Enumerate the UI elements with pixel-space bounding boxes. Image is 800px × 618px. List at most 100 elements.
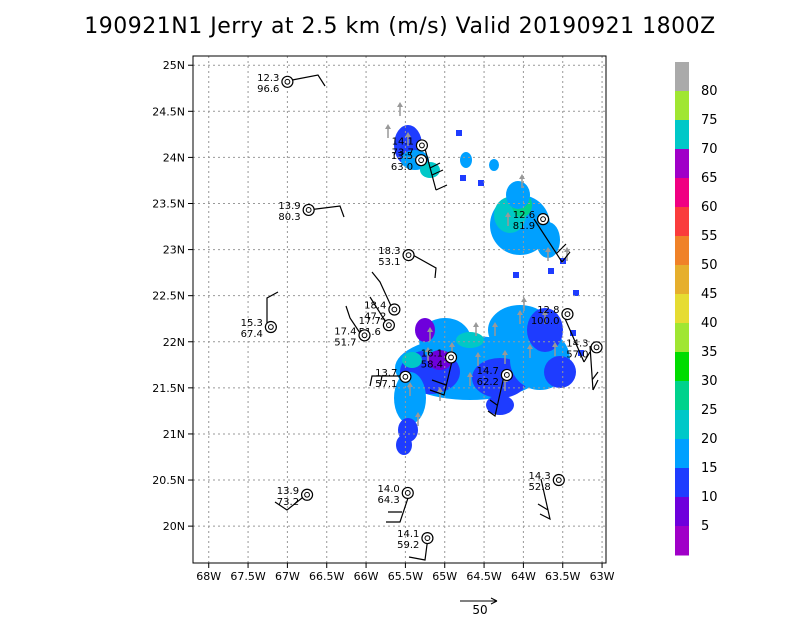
dropsonde-pressure: 53.1 (378, 257, 400, 268)
shading-pixel (513, 272, 519, 278)
dropsonde-circle (300, 488, 314, 501)
dropsonde-pressure: 81.9 (513, 221, 535, 232)
colorbar-label: 70 (701, 142, 718, 157)
colorbar-label: 55 (701, 229, 718, 244)
colorbar-segment (675, 91, 689, 121)
flight-level-arrowhead (492, 322, 498, 327)
y-tick-label: 23N (163, 244, 185, 257)
dropsonde-center (267, 324, 274, 330)
dropsonde-pressure: 63.0 (391, 162, 413, 173)
dropsonde-circle (415, 139, 429, 152)
y-tick-label: 24.5N (152, 105, 185, 118)
dropsonde-speed: 17.4 (334, 326, 356, 337)
dropsonde-speed: 12.8 (537, 305, 559, 316)
shading-cell (402, 352, 422, 368)
colorbar-segment (675, 468, 689, 498)
dropsonde-center (555, 477, 562, 483)
colorbar-label: 65 (701, 171, 718, 186)
shading-cell (396, 435, 412, 455)
reference-vector-label: 50 (472, 603, 487, 617)
dropsonde-center (448, 354, 454, 361)
wind-barb (533, 218, 571, 263)
dropsonde-speed: 17.7 (359, 316, 381, 327)
dropsonde-circle (264, 320, 277, 334)
colorbar-label: 80 (701, 84, 718, 99)
y-tick-label: 22.5N (152, 290, 185, 303)
dropsonde-speed: 14.0 (377, 484, 399, 495)
colorbar-segment (675, 381, 689, 411)
colorbar-segment (675, 410, 689, 440)
flight-level-arrowhead (552, 342, 558, 347)
colorbar-segment (675, 149, 689, 179)
dropsonde-center (404, 490, 411, 496)
flight-level-arrowhead (437, 387, 443, 392)
x-tick-label: 67W (275, 570, 300, 583)
y-tick-label: 21N (163, 428, 185, 441)
colorbar-label: 50 (701, 258, 718, 273)
y-tick-label: 22N (163, 336, 185, 349)
flight-level-arrowhead (397, 102, 403, 107)
colorbar-label: 25 (701, 403, 718, 418)
wind-barb (371, 271, 393, 309)
reference-vector: 50 (460, 597, 498, 617)
wind-barb (369, 375, 410, 387)
x-tick-label: 65.5W (388, 570, 423, 583)
flight-level-arrowhead (542, 310, 548, 315)
dropsonde-speed: 14.3 (529, 471, 551, 482)
wind-barb (487, 375, 505, 418)
wind-barb (274, 493, 308, 511)
flight-level-arrowhead (467, 372, 473, 377)
dropsonde-pressure: 73.7 (392, 147, 414, 158)
dropsonde-pressure: 58.4 (421, 359, 443, 370)
dropsonde-circle (552, 473, 565, 487)
dropsonde-center (593, 344, 600, 351)
dropsonde-speed: 13.5 (391, 151, 413, 162)
y-tick-label: 23.5N (152, 197, 185, 210)
x-tick-label: 65W (432, 570, 457, 583)
colorbar-label: 10 (701, 490, 718, 505)
wind-barb (307, 205, 345, 218)
colorbar-segment (675, 352, 689, 382)
colorbar-label: 35 (701, 345, 718, 360)
dropsonde-center (424, 535, 431, 542)
dropsonde-speed: 14.3 (566, 338, 588, 349)
x-tick-label: 64.5W (466, 570, 501, 583)
dropsonde-speed: 13.9 (277, 486, 299, 497)
dropsonde-circle (536, 213, 550, 226)
dropsonde-speed: 13.9 (278, 201, 300, 212)
flight-level-arrowhead (385, 124, 391, 129)
wind-barb (537, 478, 551, 521)
dropsonde-center (385, 322, 392, 329)
wind-barb (562, 313, 591, 363)
dropsonde-circle (590, 341, 603, 354)
y-axis: 20N 20.5N 21N 21.5N 22N 22.5N 23N 23.5N 24N 24.5N… (152, 59, 193, 533)
shading-pixel (573, 290, 579, 296)
colorbar: 5 10 15 20 25 30 35 40 45 50 55 60 65 70 75 80 (675, 62, 718, 556)
y-tick-label: 24N (163, 151, 185, 164)
x-tick-label: 66.5W (309, 570, 344, 583)
dropsonde-pressure: 62.2 (477, 377, 499, 388)
colorbar-label: 30 (701, 374, 718, 389)
dropsonde-center (391, 306, 398, 313)
dropsonde-speed: 16.1 (421, 348, 443, 359)
dropsonde-center (304, 491, 310, 498)
dropsonde-speed: 15.3 (241, 318, 263, 329)
reference-vector-arrowhead (490, 597, 498, 605)
dropsonde-circle (358, 329, 371, 342)
colorbar-segment (675, 62, 689, 92)
colorbar-segment (675, 526, 689, 556)
dropsonde-pressure: 67.4 (241, 329, 263, 340)
plot-frame (192, 55, 607, 564)
dropsonde-circle (500, 368, 513, 382)
x-axis: 68W 67.5W 67W 66.5W 66W 65.5W 65W 64.5W 64W 63.5W… (196, 563, 615, 583)
dropsonde-speed: 14.7 (477, 366, 499, 377)
wind-barb (386, 491, 411, 523)
colorbar-label: 40 (701, 316, 718, 331)
shading-cell (460, 152, 472, 168)
wind-barb (286, 74, 326, 87)
dropsonde-circle (302, 203, 315, 217)
dropsonde-center (361, 332, 368, 339)
dropsonde-speed: 14.1 (392, 136, 414, 147)
flight-level-arrowhead (407, 382, 413, 387)
dropsonde-markers: 12.396.614.173.713.563.013.980.3 12.681.9… (241, 73, 603, 551)
